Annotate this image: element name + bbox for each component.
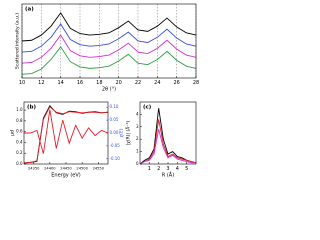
x-tick-label: 14 <box>57 80 63 86</box>
x-axis-label: 2θ (°) <box>102 87 116 93</box>
x-tick-label: 10 <box>19 80 25 86</box>
y-tick-label: 0.8 <box>16 118 23 123</box>
x-tick-label: 24550 <box>93 167 105 171</box>
y2-tick-label: -0.10 <box>110 156 121 161</box>
x-tick-label: 4 <box>176 166 179 172</box>
x-tick-label: 20 <box>115 80 121 86</box>
x-tick-label: 16 <box>77 80 83 86</box>
y2-tick-label: 0.05 <box>110 117 119 122</box>
y-tick-label: 0.0 <box>16 161 23 166</box>
x-tick-label: 12 <box>38 80 44 86</box>
x-tick-label: 3 <box>166 166 169 172</box>
y2-tick-label: -0.05 <box>110 143 121 148</box>
series-line <box>21 46 197 75</box>
x-tick-label: 18 <box>96 80 102 86</box>
series-line <box>24 109 109 154</box>
x-tick-label: 24 <box>154 80 160 86</box>
y-axis-label: Scattered intensity (a.u.) <box>15 13 21 69</box>
x-axis-label: Energy (eV) <box>51 173 81 179</box>
y-tick-label: 1 <box>136 149 139 154</box>
panel-label: (b) <box>27 105 36 111</box>
plot-frame <box>23 101 109 165</box>
x-tick-label: 1 <box>148 166 151 172</box>
y-tick-label: 0.2 <box>16 150 23 155</box>
y2-tick-label: 0.10 <box>110 104 119 109</box>
y-tick-label: 0.6 <box>16 129 23 134</box>
series-line <box>23 106 109 164</box>
plot-frame <box>139 101 197 165</box>
panel-label: (a) <box>25 7 34 13</box>
x-tick-label: 24400 <box>44 167 56 171</box>
y2-tick-label: 0.00 <box>110 130 119 135</box>
x-tick-label: 24500 <box>76 167 88 171</box>
y-tick-label: 3 <box>136 124 139 129</box>
series-line <box>21 12 197 42</box>
y-tick-label: 0.4 <box>16 139 23 144</box>
page: 10 12 14 16 18 20 22 24 26 28 (a) 2θ (°) Scattered i… <box>9 3 200 179</box>
y-tick-label: 0 <box>136 161 139 166</box>
series-line <box>23 104 109 164</box>
x-tick-label: 24350 <box>28 167 40 171</box>
y2-axis-label: χ(E) <box>119 128 125 137</box>
panel-label: (c) <box>143 105 152 111</box>
y-axis-label: |χ(R)| (Å⁻³) <box>125 121 132 146</box>
x-tick-label: 22 <box>135 80 141 86</box>
x-tick-label: 2 <box>157 166 160 172</box>
figure: 10 12 14 16 18 20 22 24 26 28(a)2θ (°)Scattered i… <box>10 3 199 179</box>
plot-frame <box>21 3 197 79</box>
y-tick-label: 4 <box>136 111 139 116</box>
x-tick-label: 28 <box>193 80 199 86</box>
series-line <box>139 119 197 165</box>
x-tick-label: 24450 <box>60 167 72 171</box>
x-tick-label: 5 <box>185 166 188 172</box>
x-axis-label: R (Å) <box>162 172 174 179</box>
series-line <box>139 129 196 165</box>
series-line <box>21 23 197 53</box>
y-tick-label: 2 <box>136 136 139 141</box>
series-line <box>21 34 197 64</box>
y-tick-label: 1.0 <box>16 107 23 112</box>
x-tick-label: 26 <box>173 80 179 86</box>
y-axis-label: μd <box>10 130 16 136</box>
